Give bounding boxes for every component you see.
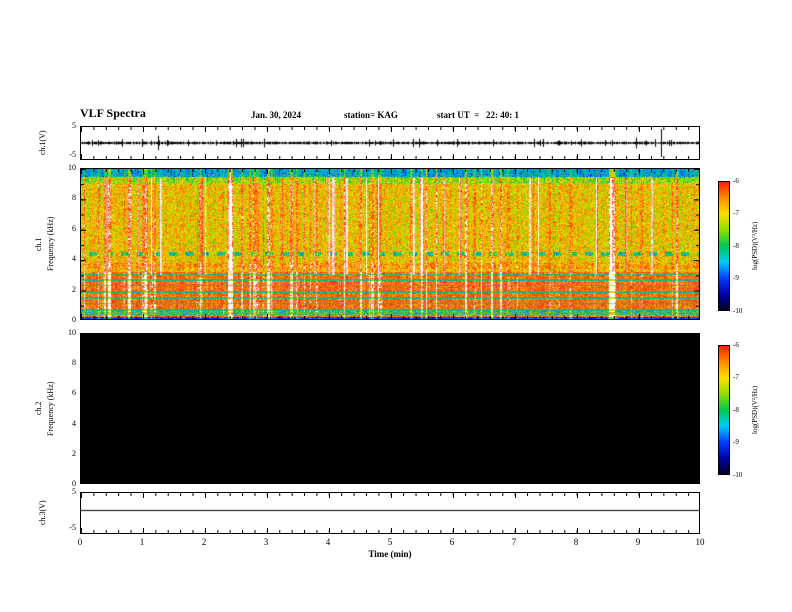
colorbar-ch2 <box>718 345 730 475</box>
freq-tick-label: 2 <box>72 449 76 458</box>
y-tick-label: 5 <box>72 121 76 130</box>
freq-tick-label: 10 <box>68 328 76 337</box>
y-tick-label: 5 <box>72 487 76 496</box>
freq-tick-label: 6 <box>72 224 76 233</box>
freq-tick-label: 10 <box>68 163 76 172</box>
freq-tick-label: 8 <box>72 358 76 367</box>
colorbar-tick-label: -8 <box>733 242 739 250</box>
x-axis-label: Time (min) <box>368 549 412 559</box>
ch3-waveform-panel <box>80 492 700 534</box>
x-tick-label: 2 <box>201 537 207 547</box>
figure-title: VLF Spectra <box>80 106 146 120</box>
ch2-channel-label: ch.2 <box>34 401 43 416</box>
x-tick-label: 3 <box>263 537 269 547</box>
x-tick-label: 8 <box>573 537 579 547</box>
ch2-spectrogram-panel <box>80 333 700 484</box>
ch2-spec-ylabel: Frequency (kHz) <box>46 381 55 436</box>
colorbar-tick-label: -10 <box>733 471 743 479</box>
colorbar-gradient <box>719 346 729 474</box>
colorbar-tick-label: -8 <box>733 406 739 414</box>
freq-tick-label: 0 <box>72 479 76 488</box>
freq-tick-label: 4 <box>72 419 76 428</box>
ch1-wave-ylabel: ch.1(V) <box>38 130 47 156</box>
colorbar-gradient <box>719 182 729 310</box>
colorbar-ch1-label: log(PSD)(V²/Hz) <box>751 221 759 271</box>
header-start-ut: start UT = 22: 40: 1 <box>437 110 519 120</box>
ch1-waveform-panel <box>80 126 700 160</box>
colorbar-tick-label: -6 <box>733 177 739 185</box>
x-tick-label: 7 <box>511 537 517 547</box>
colorbar-tick-label: -6 <box>733 341 739 349</box>
freq-tick-label: 2 <box>72 285 76 294</box>
x-tick-label: 4 <box>325 537 331 547</box>
colorbar-tick-label: -9 <box>733 438 739 446</box>
ch1-spectrogram-canvas <box>81 169 699 319</box>
x-tick-label: 0 <box>77 537 83 547</box>
x-tick-label: 5 <box>387 537 393 547</box>
ch1-waveform-canvas <box>81 127 699 159</box>
freq-tick-label: 4 <box>72 254 76 263</box>
x-tick-label: 1 <box>139 537 145 547</box>
ch1-channel-label: ch.1 <box>34 237 43 251</box>
colorbar-tick-label: -9 <box>733 274 739 282</box>
ch1-spec-ylabel: Frequency (kHz) <box>46 216 55 272</box>
colorbar-tick-label: -7 <box>733 373 739 381</box>
y-tick-label: -5 <box>69 523 76 532</box>
ch1-spectrogram-panel <box>80 168 700 320</box>
y-tick-label: -5 <box>69 150 76 159</box>
ch3-wave-ylabel: ch.3(V) <box>38 500 47 526</box>
freq-tick-label: 0 <box>72 315 76 324</box>
colorbar-tick-label: -10 <box>733 307 743 315</box>
x-tick-label: 6 <box>449 537 455 547</box>
x-tick-label: 9 <box>635 537 641 547</box>
ch2-spectrogram-nodata <box>81 334 699 483</box>
freq-tick-label: 6 <box>72 388 76 397</box>
colorbar-tick-label: -7 <box>733 209 739 217</box>
header-date: Jan. 30, 2024 <box>251 110 302 120</box>
freq-tick-label: 8 <box>72 193 76 202</box>
colorbar-ch1 <box>718 181 730 311</box>
ch3-waveform-canvas <box>81 493 699 533</box>
x-tick-label: 10 <box>695 537 705 547</box>
colorbar-ch2-label: log(PSD)(V²/Hz) <box>751 385 759 435</box>
header-station: station= KAG <box>344 110 398 120</box>
